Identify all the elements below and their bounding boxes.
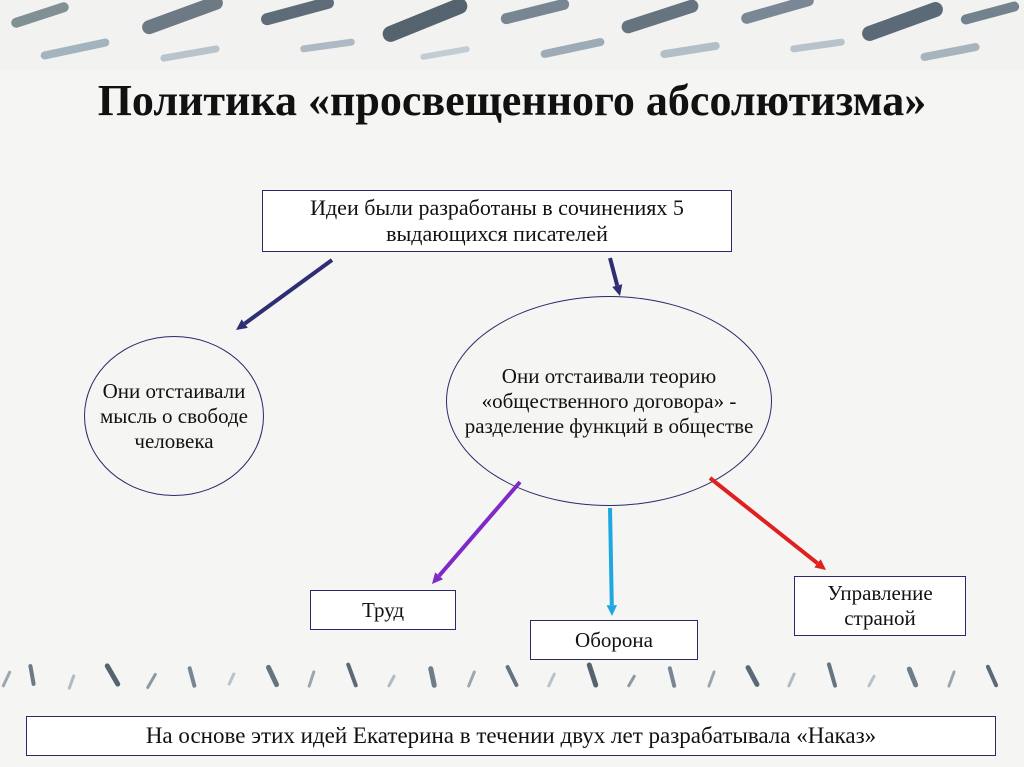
ideas-box-text: Идеи были разработаны в сочинениях 5 выд… — [271, 195, 723, 247]
labor-box: Труд — [310, 590, 456, 630]
arrow-to-govern — [710, 478, 818, 563]
govern-box-text: Управление страной — [803, 581, 957, 631]
govern-box: Управление страной — [794, 576, 966, 636]
arrow-to-right-ellipse — [610, 258, 617, 286]
left-ellipse: Они отстаивали мысль о свободе человека — [84, 336, 264, 496]
arrow-to-left-ellipse — [245, 260, 332, 324]
footer-box: На основе этих идей Екатерина в течении … — [26, 716, 996, 756]
arrow-to-defense — [610, 508, 612, 605]
arrow-to-defense-head — [607, 605, 617, 616]
right-ellipse-text: Они отстаивали теорию «общественного дог… — [457, 364, 761, 439]
ideas-box: Идеи были разработаны в сочинениях 5 выд… — [262, 190, 732, 252]
arrow-to-govern-head — [814, 559, 826, 570]
arrow-to-left-ellipse-head — [236, 319, 248, 330]
slide-title: Политика «просвещенного абсолютизма» — [0, 76, 1024, 127]
defense-box: Оборона — [530, 620, 698, 660]
footer-box-text: На основе этих идей Екатерина в течении … — [146, 723, 876, 749]
arrow-to-right-ellipse-head — [612, 284, 622, 296]
labor-box-text: Труд — [362, 598, 404, 623]
right-ellipse: Они отстаивали теорию «общественного дог… — [446, 296, 772, 506]
left-ellipse-text: Они отстаивали мысль о свободе человека — [95, 379, 253, 454]
defense-box-text: Оборона — [575, 628, 653, 653]
arrow-to-labor — [439, 482, 520, 576]
top-texture — [0, 0, 1024, 70]
bottom-texture — [0, 660, 1024, 700]
arrow-to-labor-head — [432, 572, 443, 584]
